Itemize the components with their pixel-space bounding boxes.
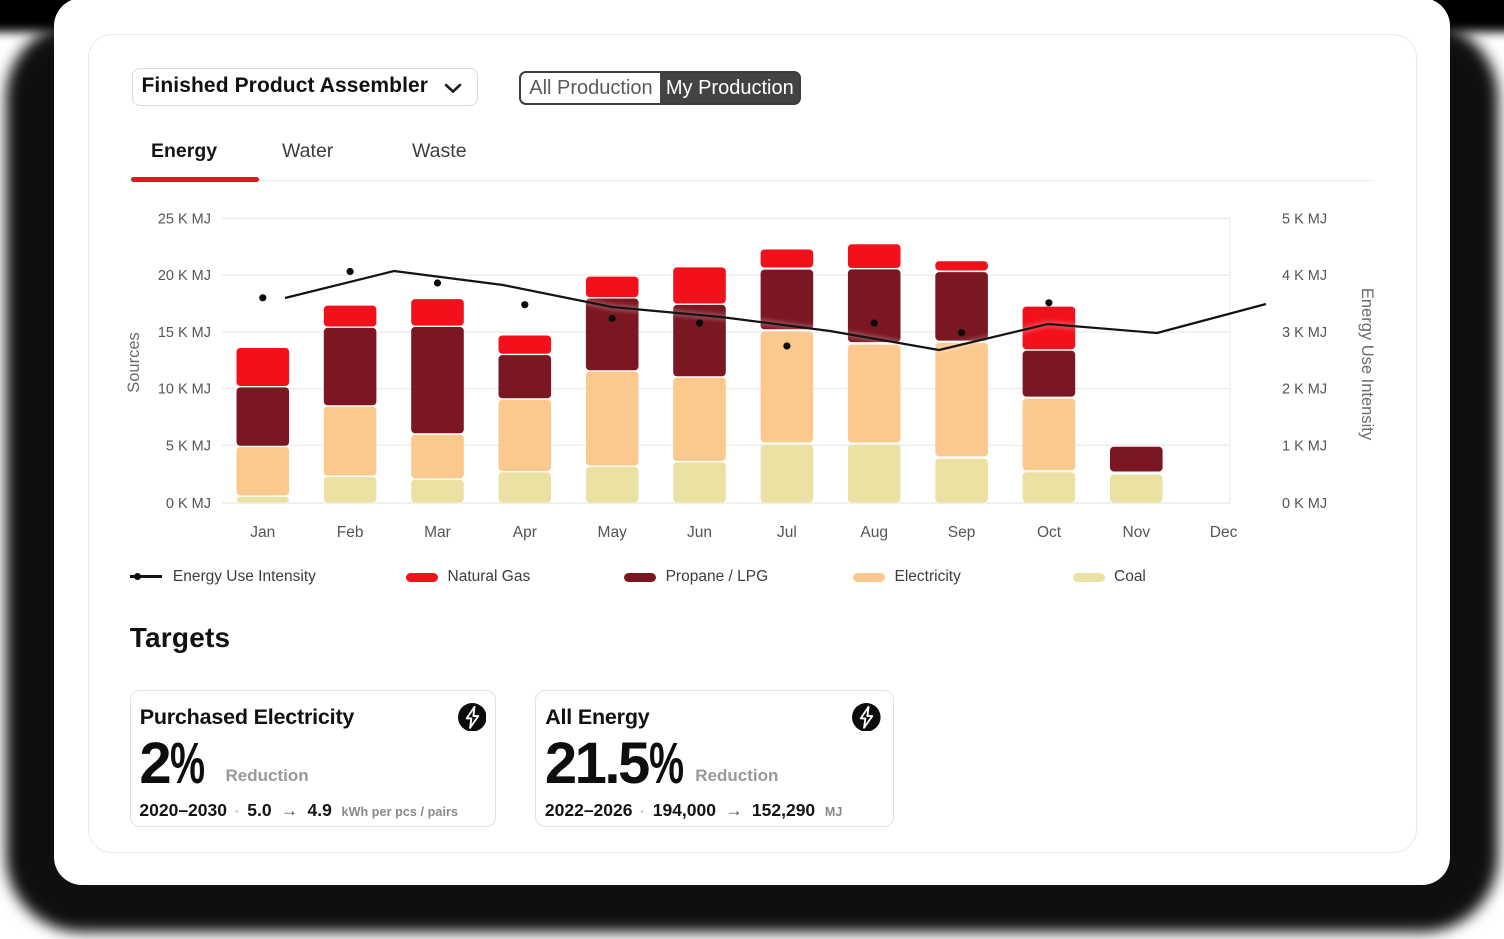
svg-text:Sources: Sources [125,332,143,393]
svg-text:Jan: Jan [250,524,275,541]
svg-text:Aug: Aug [860,524,888,541]
svg-text:Oct: Oct [1037,524,1062,541]
svg-text:1 K MJ: 1 K MJ [1282,438,1327,454]
svg-text:Nov: Nov [1123,524,1151,541]
svg-text:0 K MJ: 0 K MJ [166,496,211,512]
svg-text:Sep: Sep [948,524,976,541]
svg-text:Apr: Apr [513,524,537,541]
svg-text:20 K MJ: 20 K MJ [158,268,211,284]
svg-text:Jul: Jul [777,524,797,541]
svg-text:4 K MJ: 4 K MJ [1282,268,1327,284]
svg-text:Energy Use Intensity: Energy Use Intensity [1358,288,1376,441]
svg-text:5 K MJ: 5 K MJ [166,438,211,454]
svg-text:Feb: Feb [337,524,364,541]
svg-text:Mar: Mar [424,524,451,541]
svg-text:Jun: Jun [687,524,712,541]
svg-text:25 K MJ: 25 K MJ [158,212,211,228]
svg-text:2 K MJ: 2 K MJ [1282,382,1327,398]
svg-text:3 K MJ: 3 K MJ [1282,325,1327,341]
svg-text:Dec: Dec [1210,524,1238,541]
svg-text:15 K MJ: 15 K MJ [158,325,211,341]
svg-text:0 K MJ: 0 K MJ [1282,496,1327,512]
svg-text:May: May [598,524,628,541]
svg-text:10 K MJ: 10 K MJ [158,382,211,398]
svg-text:5 K MJ: 5 K MJ [1282,212,1327,228]
